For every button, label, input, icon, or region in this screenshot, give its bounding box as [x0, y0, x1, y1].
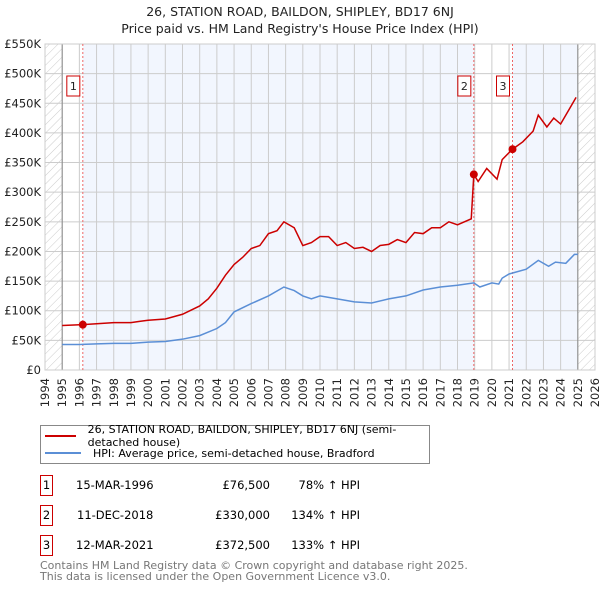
- hpi-line: [62, 253, 578, 346]
- x-tick-label: 1997: [90, 378, 104, 407]
- sale-hpi: 133% ↑ HPI: [291, 538, 360, 552]
- sale-point: [78, 320, 87, 329]
- sale-label-box: [66, 75, 81, 97]
- y-tick-label: £350K: [4, 156, 41, 170]
- sale-point: [469, 170, 478, 179]
- sale-date: 11-DEC-2018: [77, 508, 154, 522]
- sale-marker: 1: [40, 475, 53, 496]
- x-tick-label: 2026: [588, 378, 600, 407]
- sale-label-box: [457, 75, 472, 97]
- x-tick-label: 1998: [107, 378, 121, 407]
- y-tick-label: £500K: [4, 67, 41, 81]
- sale-label: 2: [461, 80, 468, 93]
- x-tick-label: 2019: [468, 378, 482, 407]
- x-tick-label: 2021: [502, 378, 516, 407]
- footer: Contains HM Land Registry data © Crown c…: [40, 560, 468, 582]
- sale-label-box: [496, 75, 510, 97]
- x-tick-label: 2015: [399, 378, 413, 407]
- sale-price: £372,500: [215, 538, 270, 552]
- sale-label: 3: [500, 80, 507, 93]
- x-tick-label: 2001: [158, 378, 172, 407]
- price-chart: 1994 1995 1996 1997 1998 1999 2000 2001 2002 2003…: [4, 37, 600, 407]
- x-tick-label: 1994: [38, 378, 52, 407]
- x-tick-label: 1995: [55, 378, 69, 407]
- chart-legend: 26, STATION ROAD, BAILDON, SHIPLEY, BD17…: [40, 423, 430, 464]
- x-tick-label: 2010: [313, 378, 327, 407]
- y-tick-label: £50K: [12, 333, 42, 347]
- footer-licence: This data is licensed under the Open Gov…: [40, 570, 391, 583]
- legend-label-property: 26, STATION ROAD, BAILDON, SHIPLEY, BD17…: [87, 423, 397, 449]
- sale-row: 1 15-MAR-1996 £76,500 78% ↑ HPI: [40, 475, 440, 496]
- x-tick-label: 2014: [382, 378, 396, 407]
- sale-row: 3 12-MAR-2021 £372,500 133% ↑ HPI: [40, 535, 440, 556]
- x-tick-label: 2017: [433, 378, 447, 407]
- y-tick-label: £200K: [4, 244, 41, 258]
- x-tick-label: 2000: [141, 378, 155, 407]
- x-tick-label: 2023: [536, 378, 550, 407]
- y-tick-label: £550K: [4, 37, 41, 51]
- hatch-after-data: [577, 44, 595, 370]
- legend-label-hpi: HPI: Average price, semi-detached house,…: [93, 446, 375, 460]
- shaded-period: [512, 44, 578, 370]
- x-tick-label: 2020: [485, 378, 499, 407]
- sale-point: [508, 145, 517, 154]
- price-paid-line: [62, 96, 577, 327]
- x-tick-label: 2004: [210, 378, 224, 407]
- x-tick-label: 1996: [72, 378, 86, 407]
- y-tick-label: £100K: [4, 304, 41, 318]
- x-tick-label: 2012: [347, 378, 361, 407]
- x-tick-label: 1999: [124, 378, 138, 407]
- x-tick-label: 2018: [451, 378, 465, 407]
- sale-marker: 2: [40, 505, 53, 526]
- legend-swatch-red: [45, 435, 76, 437]
- legend-swatch-blue: [45, 452, 81, 454]
- sale-marker: 3: [40, 535, 53, 556]
- x-tick-label: 2007: [261, 378, 275, 407]
- sale-price: £330,000: [215, 508, 270, 522]
- sale-date: 15-MAR-1996: [76, 478, 154, 492]
- sale-hpi: 134% ↑ HPI: [291, 508, 360, 522]
- x-tick-label: 2008: [279, 378, 293, 407]
- x-tick-label: 2003: [193, 378, 207, 407]
- x-tick-label: 2025: [571, 378, 585, 407]
- y-tick-label: £450K: [4, 96, 41, 110]
- x-tick-label: 2022: [519, 378, 533, 407]
- x-tick-label: 2009: [296, 378, 310, 407]
- hatch-before-data: [45, 44, 63, 370]
- sale-row: 2 11-DEC-2018 £330,000 134% ↑ HPI: [40, 505, 440, 526]
- y-tick-label: £250K: [4, 215, 41, 229]
- y-tick-label: £300K: [4, 185, 41, 199]
- chart-title: 26, STATION ROAD, BAILDON, SHIPLEY, BD17…: [146, 4, 454, 19]
- y-tick-label: £0: [26, 363, 41, 377]
- sale-price: £76,500: [222, 478, 270, 492]
- x-tick-label: 2002: [176, 378, 190, 407]
- y-tick-label: £400K: [4, 126, 41, 140]
- x-tick-label: 2024: [554, 378, 568, 407]
- x-tick-label: 2016: [416, 378, 430, 407]
- sale-label: 1: [70, 80, 77, 93]
- y-tick-label: £150K: [4, 274, 41, 288]
- x-tick-label: 2006: [244, 378, 258, 407]
- chart-subtitle: Price paid vs. HM Land Registry's House …: [121, 21, 479, 36]
- plot-border: [44, 43, 596, 371]
- footer-copyright: Contains HM Land Registry data © Crown c…: [40, 559, 468, 572]
- sale-hpi: 78% ↑ HPI: [298, 478, 360, 492]
- x-tick-label: 2005: [227, 378, 241, 407]
- x-tick-label: 2013: [365, 378, 379, 407]
- x-tick-label: 2011: [330, 378, 344, 407]
- sale-date: 12-MAR-2021: [76, 538, 154, 552]
